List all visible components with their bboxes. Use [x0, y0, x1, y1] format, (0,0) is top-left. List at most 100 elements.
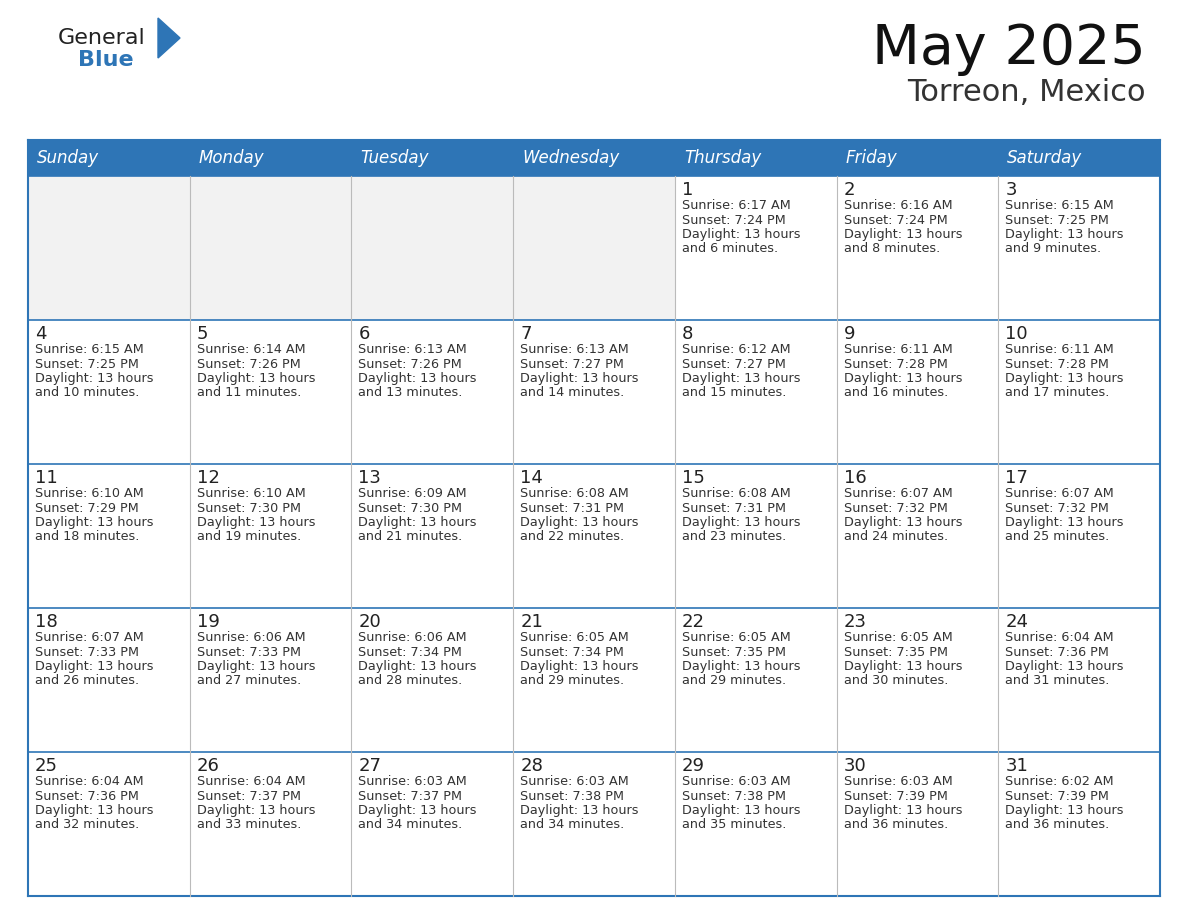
Bar: [190, 608, 352, 752]
Text: Sunset: 7:28 PM: Sunset: 7:28 PM: [843, 357, 948, 371]
Text: Daylight: 13 hours: Daylight: 13 hours: [520, 372, 639, 385]
Bar: [675, 320, 836, 464]
Text: and 30 minutes.: and 30 minutes.: [843, 675, 948, 688]
Text: and 28 minutes.: and 28 minutes.: [359, 675, 462, 688]
Text: Sunrise: 6:15 AM: Sunrise: 6:15 AM: [1005, 199, 1114, 212]
Text: 29: 29: [682, 757, 704, 775]
Text: Sunrise: 6:06 AM: Sunrise: 6:06 AM: [359, 631, 467, 644]
Text: Sunset: 7:29 PM: Sunset: 7:29 PM: [34, 501, 139, 514]
Bar: [352, 752, 513, 896]
Text: 26: 26: [197, 757, 220, 775]
Text: Sunset: 7:37 PM: Sunset: 7:37 PM: [197, 789, 301, 802]
Text: and 13 minutes.: and 13 minutes.: [359, 386, 463, 399]
Text: Daylight: 13 hours: Daylight: 13 hours: [843, 372, 962, 385]
Text: Sunrise: 6:05 AM: Sunrise: 6:05 AM: [682, 631, 790, 644]
Text: Sunrise: 6:13 AM: Sunrise: 6:13 AM: [520, 343, 628, 356]
Text: 21: 21: [520, 613, 543, 631]
Text: Daylight: 13 hours: Daylight: 13 hours: [843, 228, 962, 241]
Bar: [513, 176, 675, 320]
Text: 3: 3: [1005, 181, 1017, 199]
Text: 30: 30: [843, 757, 866, 775]
Text: Daylight: 13 hours: Daylight: 13 hours: [34, 372, 153, 385]
Text: 2: 2: [843, 181, 855, 199]
Text: Sunset: 7:38 PM: Sunset: 7:38 PM: [520, 789, 624, 802]
Text: Sunset: 7:24 PM: Sunset: 7:24 PM: [682, 214, 785, 227]
Bar: [29, 320, 190, 464]
Bar: [29, 140, 1159, 176]
Text: Sunset: 7:36 PM: Sunset: 7:36 PM: [34, 789, 139, 802]
Text: and 36 minutes.: and 36 minutes.: [1005, 819, 1110, 832]
Bar: [29, 608, 190, 752]
Text: 18: 18: [34, 613, 58, 631]
Text: Sunrise: 6:07 AM: Sunrise: 6:07 AM: [1005, 487, 1114, 500]
Text: Sunset: 7:39 PM: Sunset: 7:39 PM: [1005, 789, 1110, 802]
Text: Sunset: 7:30 PM: Sunset: 7:30 PM: [197, 501, 301, 514]
Text: Sunrise: 6:14 AM: Sunrise: 6:14 AM: [197, 343, 305, 356]
Text: Sunrise: 6:03 AM: Sunrise: 6:03 AM: [520, 775, 628, 788]
Text: Sunrise: 6:05 AM: Sunrise: 6:05 AM: [843, 631, 953, 644]
Text: Daylight: 13 hours: Daylight: 13 hours: [682, 660, 801, 673]
Text: Daylight: 13 hours: Daylight: 13 hours: [34, 516, 153, 529]
Text: Daylight: 13 hours: Daylight: 13 hours: [1005, 660, 1124, 673]
Text: Sunset: 7:34 PM: Sunset: 7:34 PM: [520, 645, 624, 658]
Text: and 18 minutes.: and 18 minutes.: [34, 531, 139, 543]
Text: and 21 minutes.: and 21 minutes.: [359, 531, 462, 543]
Bar: [836, 464, 998, 608]
Bar: [352, 608, 513, 752]
Text: Tuesday: Tuesday: [360, 149, 429, 167]
Bar: [352, 176, 513, 320]
Text: Daylight: 13 hours: Daylight: 13 hours: [843, 804, 962, 817]
Bar: [513, 464, 675, 608]
Text: Daylight: 13 hours: Daylight: 13 hours: [682, 516, 801, 529]
Text: Sunset: 7:26 PM: Sunset: 7:26 PM: [197, 357, 301, 371]
Text: Wednesday: Wednesday: [523, 149, 619, 167]
Text: Sunrise: 6:11 AM: Sunrise: 6:11 AM: [1005, 343, 1114, 356]
Text: and 36 minutes.: and 36 minutes.: [843, 819, 948, 832]
Text: Friday: Friday: [846, 149, 897, 167]
Text: 23: 23: [843, 613, 866, 631]
Bar: [513, 752, 675, 896]
Polygon shape: [158, 18, 181, 58]
Text: 27: 27: [359, 757, 381, 775]
Bar: [190, 176, 352, 320]
Text: Thursday: Thursday: [684, 149, 762, 167]
Text: and 25 minutes.: and 25 minutes.: [1005, 531, 1110, 543]
Text: Sunset: 7:32 PM: Sunset: 7:32 PM: [843, 501, 948, 514]
Text: Sunrise: 6:15 AM: Sunrise: 6:15 AM: [34, 343, 144, 356]
Text: and 8 minutes.: and 8 minutes.: [843, 242, 940, 255]
Text: Sunrise: 6:04 AM: Sunrise: 6:04 AM: [197, 775, 305, 788]
Text: and 9 minutes.: and 9 minutes.: [1005, 242, 1101, 255]
Text: Sunset: 7:25 PM: Sunset: 7:25 PM: [34, 357, 139, 371]
Text: Sunrise: 6:07 AM: Sunrise: 6:07 AM: [843, 487, 953, 500]
Text: Daylight: 13 hours: Daylight: 13 hours: [1005, 516, 1124, 529]
Text: Sunrise: 6:03 AM: Sunrise: 6:03 AM: [682, 775, 790, 788]
Text: Sunrise: 6:16 AM: Sunrise: 6:16 AM: [843, 199, 953, 212]
Text: Sunrise: 6:04 AM: Sunrise: 6:04 AM: [1005, 631, 1114, 644]
Text: Sunrise: 6:17 AM: Sunrise: 6:17 AM: [682, 199, 790, 212]
Text: and 29 minutes.: and 29 minutes.: [682, 675, 786, 688]
Text: 1: 1: [682, 181, 694, 199]
Text: Daylight: 13 hours: Daylight: 13 hours: [520, 804, 639, 817]
Text: 20: 20: [359, 613, 381, 631]
Text: 6: 6: [359, 325, 369, 343]
Text: 11: 11: [34, 469, 58, 487]
Text: and 32 minutes.: and 32 minutes.: [34, 819, 139, 832]
Text: Sunset: 7:33 PM: Sunset: 7:33 PM: [34, 645, 139, 658]
Text: Sunset: 7:32 PM: Sunset: 7:32 PM: [1005, 501, 1110, 514]
Bar: [352, 320, 513, 464]
Text: Daylight: 13 hours: Daylight: 13 hours: [1005, 372, 1124, 385]
Text: Sunset: 7:33 PM: Sunset: 7:33 PM: [197, 645, 301, 658]
Text: Sunrise: 6:08 AM: Sunrise: 6:08 AM: [682, 487, 790, 500]
Text: Sunrise: 6:11 AM: Sunrise: 6:11 AM: [843, 343, 953, 356]
Text: Daylight: 13 hours: Daylight: 13 hours: [359, 660, 476, 673]
Text: Sunrise: 6:12 AM: Sunrise: 6:12 AM: [682, 343, 790, 356]
Bar: [675, 608, 836, 752]
Text: Blue: Blue: [78, 50, 133, 70]
Text: Daylight: 13 hours: Daylight: 13 hours: [197, 660, 315, 673]
Text: and 16 minutes.: and 16 minutes.: [843, 386, 948, 399]
Text: Sunset: 7:27 PM: Sunset: 7:27 PM: [520, 357, 624, 371]
Text: 16: 16: [843, 469, 866, 487]
Bar: [836, 176, 998, 320]
Bar: [998, 752, 1159, 896]
Text: 31: 31: [1005, 757, 1028, 775]
